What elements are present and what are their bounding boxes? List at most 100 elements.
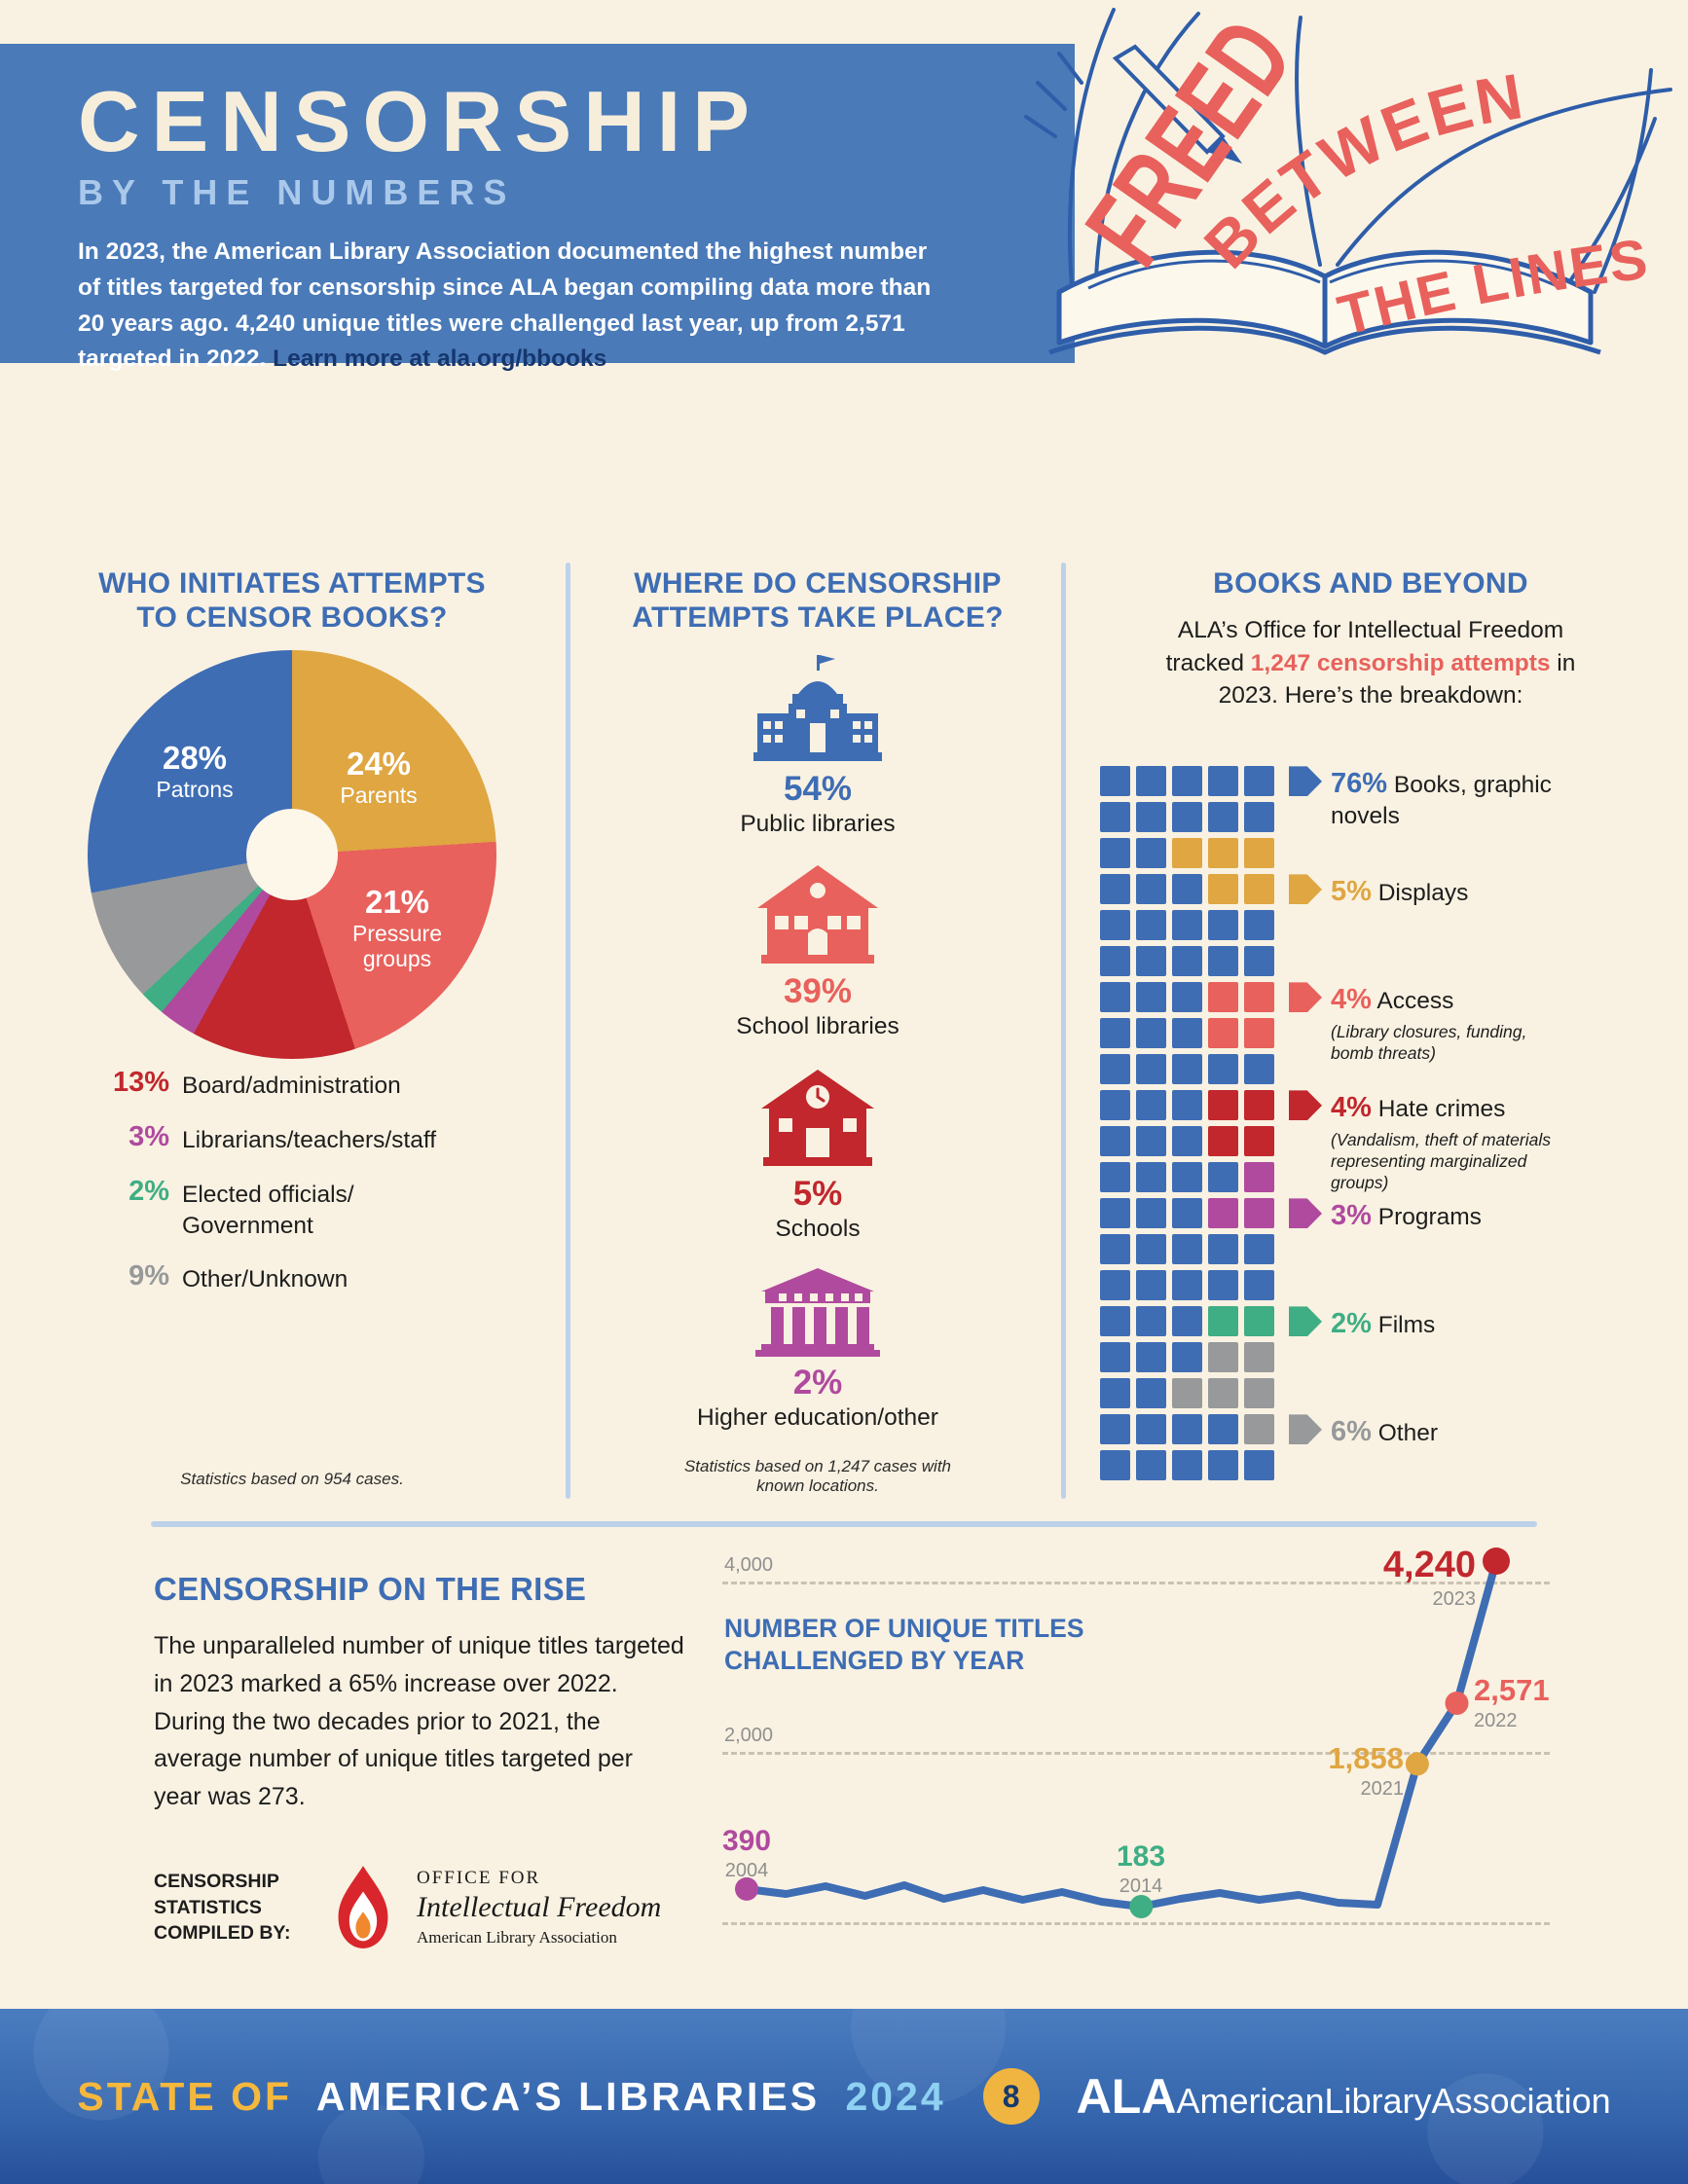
waffle-cell (1208, 874, 1238, 905)
waffle-cell (1244, 1234, 1274, 1265)
waffle-cell (1244, 874, 1274, 905)
learn-more-link[interactable]: Learn more at ala.org/bbooks (273, 346, 607, 373)
beyond-intro: ALA’s Office for Intellectual Freedom tr… (1140, 614, 1601, 711)
waffle-cell (1244, 1198, 1274, 1229)
waffle-cell (1244, 910, 1274, 941)
waffle-cell (1100, 1018, 1130, 1049)
arrow-right-icon (1289, 1090, 1322, 1121)
waffle-cell (1136, 1378, 1166, 1409)
trend-point-label-2023: 4,240 2023 (1318, 1545, 1476, 1611)
place-label: School libraries (736, 1012, 899, 1039)
trend-point (1445, 1692, 1469, 1715)
legend-pct: 13% (112, 1067, 169, 1098)
waffle-cell (1208, 1270, 1238, 1301)
waffle-cell (1244, 1162, 1274, 1193)
arrow-right-icon (1289, 982, 1322, 1013)
ala-logo-bold: ALA (1076, 2069, 1177, 2124)
waffle-label-text: 4% Hate crimes (Vandalism, theft of mater… (1331, 1092, 1551, 1193)
waffle-label-text: 3% Programs (1331, 1200, 1482, 1232)
waffle-cell (1100, 1450, 1130, 1481)
who-donut-wrap: 28% Patrons 24% Parents 21% Pressure gro… (88, 650, 496, 1059)
waffle-cell (1100, 874, 1130, 905)
school-library-building-icon (757, 864, 878, 964)
waffle-cell (1208, 910, 1238, 941)
pie-label-pressure-groups: 21% Pressure groups (323, 884, 471, 972)
waffle-label-text: 5% Displays (1331, 876, 1469, 908)
legend-pct: 9% (128, 1260, 169, 1292)
waffle-cell (1244, 1018, 1274, 1049)
arrow-right-icon (1289, 1306, 1322, 1337)
waffle-label-text: 76% Books, graphic novels (1331, 768, 1552, 829)
where-stats-note: Statistics based on 1,247 cases with kno… (683, 1456, 952, 1495)
waffle-cell (1136, 946, 1166, 977)
column-divider (1061, 563, 1066, 1499)
censorship-on-rise-section: CENSORSHIP ON THE RISE The unparalleled … (154, 1571, 699, 1952)
waffle-cell (1136, 1270, 1166, 1301)
waffle-cell (1100, 1414, 1130, 1445)
waffle-cell (1172, 874, 1202, 905)
where-section-title: WHERE DO CENSORSHIP ATTEMPTS TAKE PLACE? (602, 566, 1034, 636)
waffle-cell (1244, 1306, 1274, 1337)
place-school-libraries: 39% School libraries (602, 855, 1034, 1040)
footer-americas-libraries: AMERICA’S LIBRARIES (315, 2073, 821, 2119)
trend-year: 2022 (1474, 1710, 1518, 1731)
page-number: 8 (1002, 2078, 1020, 2114)
trend-year: 2021 (1360, 1778, 1405, 1800)
waffle-cell (1100, 982, 1130, 1013)
ala-logo-text: AmericanLibraryAssociation (1176, 2081, 1611, 2121)
beyond-intro-highlight: 1,247 censorship attempts (1250, 649, 1551, 676)
pie-label-patrons: 28% Patrons (112, 740, 277, 802)
waffle-label-text: 2% Films (1331, 1308, 1436, 1340)
waffle-cell (1100, 1162, 1130, 1193)
waffle-cell (1100, 1378, 1130, 1409)
trend-title-line2: CHALLENGED BY YEAR (724, 1646, 1025, 1676)
footer-banner: STATE OF AMERICA’S LIBRARIES 2024 8 ALAA… (0, 2009, 1688, 2184)
waffle-cell (1244, 1450, 1274, 1481)
place-pct: 54% (783, 769, 853, 808)
arrow-right-icon (1289, 766, 1322, 797)
waffle-label-displays: 5% Displays (1289, 874, 1651, 909)
column-divider (566, 563, 570, 1499)
waffle-cell (1244, 982, 1274, 1013)
waffle-cell (1136, 1342, 1166, 1373)
legend-label: Board/administration (182, 1073, 401, 1099)
waffle-label-hate-crimes: 4% Hate crimes (Vandalism, theft of mater… (1289, 1090, 1651, 1193)
oif-line2: Intellectual Freedom (417, 1890, 662, 1923)
pie-name: Pressure groups (351, 921, 443, 972)
intro-text: In 2023, the American Library Associatio… (78, 238, 932, 373)
waffle-chart-area: 76% Books, graphic novels 5% Displays 4%… (1083, 766, 1659, 1488)
waffle-cell (1244, 838, 1274, 869)
waffle-cell (1208, 838, 1238, 869)
waffle-cell (1208, 1306, 1238, 1337)
waffle-cell (1208, 1054, 1238, 1085)
waffle-cell (1172, 838, 1202, 869)
waffle-cell (1244, 1126, 1274, 1157)
waffle-cell (1136, 1018, 1166, 1049)
compiled-by-row: CENSORSHIP STATISTICS COMPILED BY: OFFIC… (154, 1863, 699, 1952)
gridline-baseline (722, 1922, 1550, 1925)
waffle-cell (1208, 1378, 1238, 1409)
legend-item-board: 13% Board/administration (109, 1067, 498, 1102)
legend-item-elected-officials: 2% Elected officials/ Government (109, 1176, 498, 1242)
waffle-cell (1172, 1378, 1202, 1409)
waffle-cell (1172, 1090, 1202, 1121)
trend-value: 183 (1116, 1840, 1166, 1873)
waffle-cell (1208, 1162, 1238, 1193)
rise-title: CENSORSHIP ON THE RISE (154, 1571, 587, 1607)
waffle-cell (1244, 1270, 1274, 1301)
waffle-cell (1172, 766, 1202, 797)
open-book-illustration: FREED BETWEEN THE LINES (1024, 0, 1672, 355)
who-title-line1: WHO INITIATES ATTEMPTS (98, 567, 486, 600)
waffle-cell (1136, 1414, 1166, 1445)
waffle-cell (1136, 982, 1166, 1013)
waffle-label-text: 6% Other (1331, 1416, 1439, 1448)
waffle-label-text: 4% Access (Library closures, funding, bom… (1331, 984, 1527, 1063)
schoolhouse-icon (761, 1069, 874, 1166)
arrow-right-icon (1289, 1414, 1322, 1445)
where-title-line2: ATTEMPTS TAKE PLACE? (632, 601, 1004, 635)
waffle-cell (1208, 1450, 1238, 1481)
page-number-badge: 8 (982, 2068, 1040, 2125)
waffle-cell (1172, 1270, 1202, 1301)
beyond-intro-suffix: in 2023. Here’s the breakdown: (1218, 649, 1576, 710)
waffle-cell (1172, 1306, 1202, 1337)
